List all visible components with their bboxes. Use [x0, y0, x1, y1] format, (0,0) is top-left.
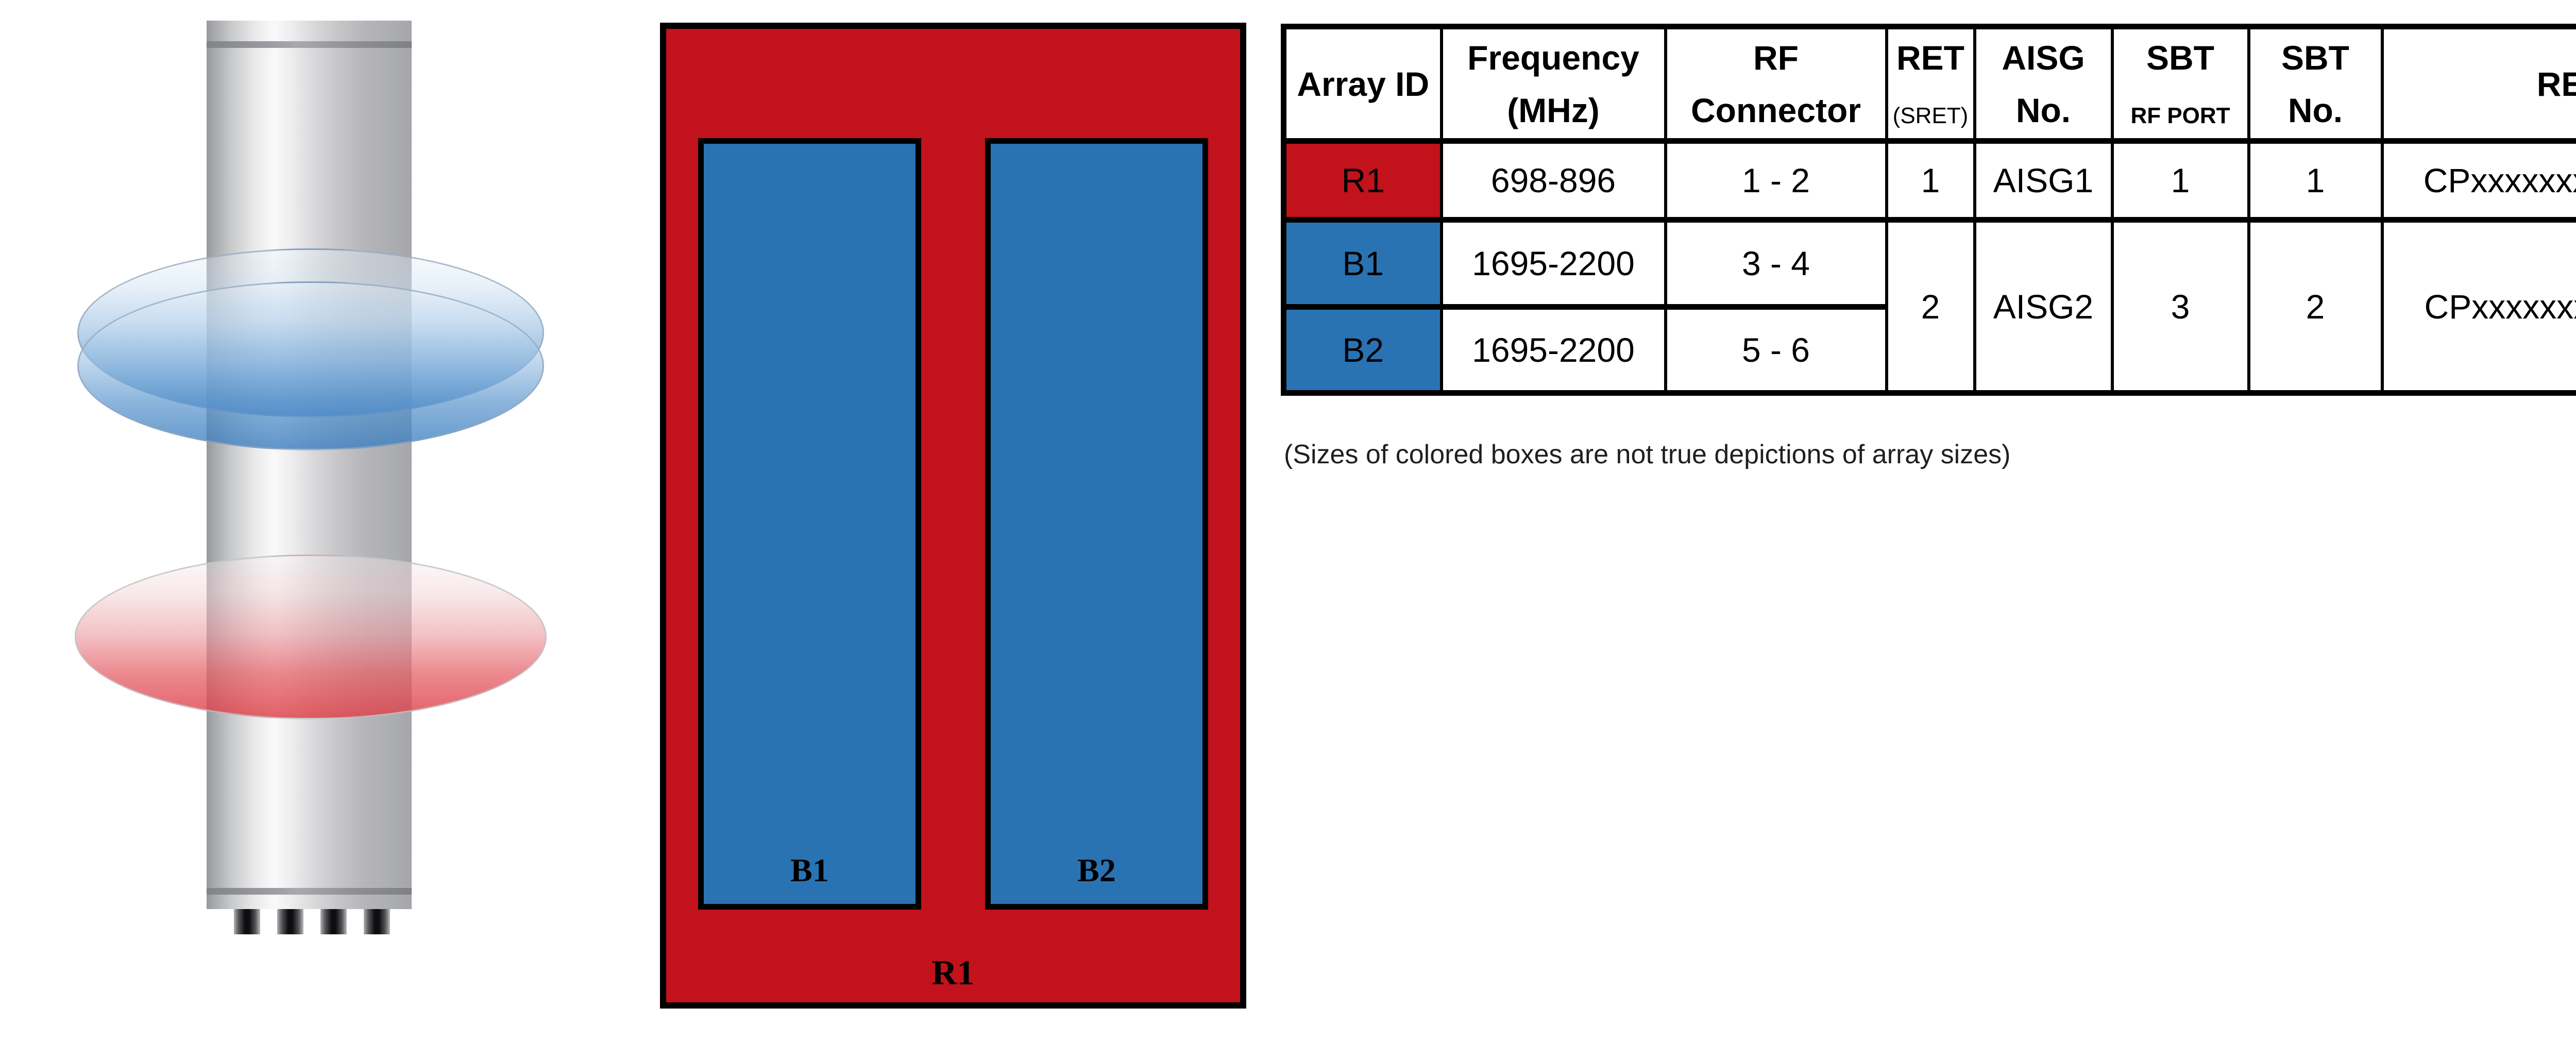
table-row-b1: B1 1695-2200 3 - 4 2 AISG2 3 2 CPxxxxxxx… — [1282, 217, 2576, 396]
array-b1-label: B1 — [790, 852, 829, 888]
header-array-id: Array ID — [1282, 24, 1443, 144]
cell-r1-ret-uid: CPxxxxxxxxxxxxxxxxR1 — [2380, 138, 2576, 223]
cell-bgroup-sbt-no: 2 — [2247, 217, 2384, 396]
antenna-bottom-seam — [207, 888, 412, 895]
cell-r1-sbt-rf-port: 1 — [2110, 138, 2250, 223]
cell-b1-frequency: 1695-2200 — [1439, 217, 1667, 310]
array-b2-box — [985, 138, 1208, 910]
header-ret-sret: RET (SRET) — [1885, 24, 1976, 144]
cell-bgroup-aisg-no: AISG2 — [1973, 217, 2114, 396]
cell-r1-ret: 1 — [1885, 138, 1976, 223]
cell-bgroup-sbt-rf-port: 3 — [2110, 217, 2250, 396]
cell-r1-aisg-no: AISG1 — [1973, 138, 2114, 223]
rf-connector-foot-2 — [277, 909, 303, 934]
antenna-top-seam — [207, 41, 412, 48]
blue-beam-ellipse-2 — [77, 281, 544, 450]
cell-b1-array-id: B1 — [1282, 217, 1443, 310]
cell-b1-rf-connector: 3 - 4 — [1664, 217, 1888, 310]
rf-connector-foot-1 — [234, 909, 260, 934]
array-b2-label: B2 — [1077, 852, 1116, 888]
cell-b2-array-id: B2 — [1282, 304, 1443, 396]
table-row-b2: B2 1695-2200 5 - 6 — [1282, 304, 2576, 396]
rf-connector-foot-3 — [320, 909, 347, 934]
cell-bgroup-ret-uid: CPxxxxxxxxxxxxxxxxB1 — [2380, 217, 2576, 396]
header-aisg-no: AISG No. — [1973, 24, 2114, 144]
header-rf-connector: RF Connector — [1664, 24, 1888, 144]
cell-bgroup-ret: 2 — [1885, 217, 1976, 396]
cell-r1-rf-connector: 1 - 2 — [1664, 138, 1888, 223]
header-sbt-no: SBT No. — [2247, 24, 2384, 144]
rf-connector-foot-4 — [364, 909, 390, 934]
cell-r1-array-id: R1 — [1282, 138, 1443, 223]
header-frequency: Frequency (MHz) — [1439, 24, 1667, 144]
table-header-row: Array ID Frequency (MHz) RF Connector RE… — [1282, 24, 2576, 144]
header-sbt-rf-port: SBT RF PORT — [2110, 24, 2250, 144]
header-ret-uid: RET UID — [2380, 24, 2576, 144]
cell-r1-frequency: 698-896 — [1439, 138, 1667, 223]
table-row-r1: R1 698-896 1 - 2 1 AISG1 1 1 CPxxxxxxxxx… — [1282, 138, 2576, 223]
array-r1-label: R1 — [931, 953, 975, 992]
array-b1-box — [698, 138, 921, 910]
red-beam-ellipse — [75, 555, 547, 719]
antenna-cylinder — [207, 21, 412, 909]
size-disclaimer-note: (Sizes of colored boxes are not true dep… — [1284, 440, 2011, 469]
port-table: Array ID Frequency (MHz) RF Connector RE… — [1281, 24, 2576, 396]
cell-b2-rf-connector: 5 - 6 — [1664, 304, 1888, 396]
cell-r1-sbt-no: 1 — [2247, 138, 2384, 223]
cell-b2-frequency: 1695-2200 — [1439, 304, 1667, 396]
